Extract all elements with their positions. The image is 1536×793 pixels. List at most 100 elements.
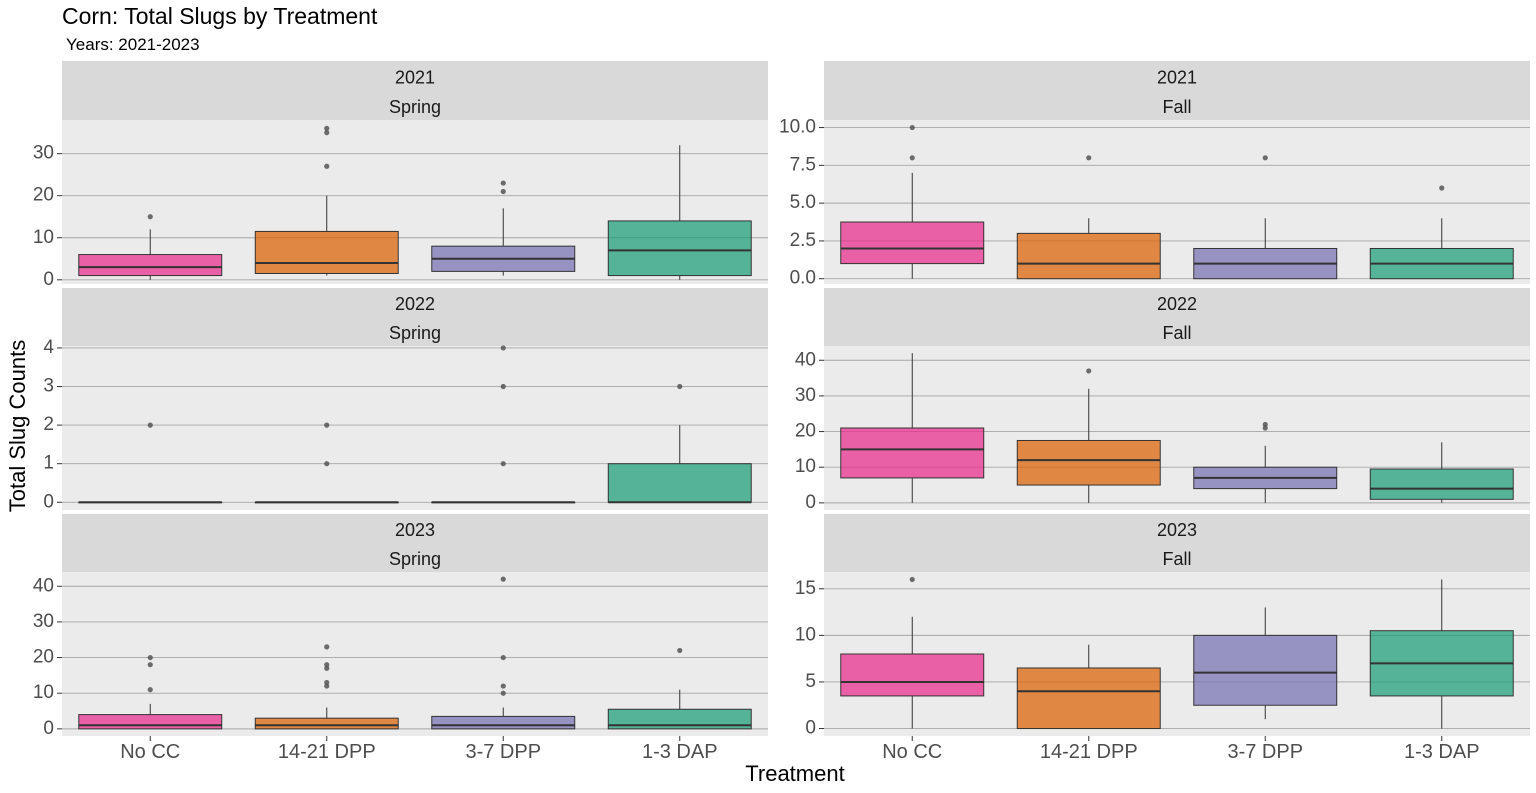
box-iqr: [1016, 667, 1161, 730]
outlier-point: [1262, 421, 1268, 428]
outlier-point: [909, 576, 915, 583]
y-tick-label: 10: [33, 227, 54, 248]
y-tick-label: 10: [795, 456, 816, 477]
chart-subtitle: Years: 2021-2023: [66, 35, 200, 54]
y-tick-label: 0.0: [790, 268, 816, 289]
box-iqr: [78, 254, 223, 277]
facet-season-label: Spring: [389, 549, 441, 569]
outlier-point: [500, 690, 506, 696]
facet-strip: [824, 514, 1530, 572]
outlier-point: [324, 130, 330, 136]
y-tick-label: 4: [43, 337, 54, 358]
outlier-point: [324, 662, 330, 668]
outlier-point: [909, 155, 915, 161]
x-tick-label: No CC: [882, 741, 942, 763]
outlier-point: [500, 180, 506, 186]
box-iqr: [1369, 468, 1514, 500]
box-iqr: [840, 221, 985, 265]
facet-year-label: 2021: [1157, 67, 1197, 87]
y-tick-label: 10: [33, 682, 54, 703]
x-tick-label: 1-3 DAP: [1404, 741, 1480, 763]
box-iqr: [1193, 634, 1338, 706]
facet-strip: [824, 61, 1530, 120]
facet-strip: [62, 61, 768, 120]
y-tick-label: 40: [795, 349, 816, 370]
box-iqr: [254, 230, 399, 274]
y-tick-label: 0: [43, 718, 54, 739]
outlier-point: [1262, 155, 1268, 161]
outlier-point: [1086, 155, 1092, 161]
outlier-point: [324, 422, 330, 428]
x-tick-label: 14-21 DPP: [278, 741, 376, 763]
facet-year-label: 2023: [1157, 520, 1197, 540]
outlier-point: [324, 461, 330, 467]
box-iqr: [607, 463, 752, 503]
x-tick-label: 3-7 DPP: [1227, 741, 1303, 763]
y-tick-label: 3: [43, 376, 54, 397]
box-iqr: [254, 717, 399, 730]
y-tick-label: 1: [43, 453, 54, 474]
x-tick-label: No CC: [120, 741, 180, 763]
y-tick-label: 0: [805, 492, 816, 513]
y-tick-label: 5: [805, 671, 816, 692]
outlier-point: [500, 576, 506, 582]
box-iqr: [1016, 439, 1161, 486]
y-tick-label: 7.5: [790, 154, 816, 175]
outlier-point: [324, 665, 330, 671]
panel-background: [62, 572, 768, 736]
outlier-point: [324, 125, 330, 132]
x-tick-label: 14-21 DPP: [1040, 741, 1138, 763]
y-tick-label: 30: [33, 611, 54, 632]
outlier-point: [677, 647, 683, 654]
y-tick-label: 0: [805, 718, 816, 739]
facet-season-label: Spring: [389, 323, 441, 343]
outlier-point: [1439, 185, 1445, 191]
box-iqr: [840, 427, 985, 479]
box-iqr: [431, 715, 576, 730]
y-tick-label: 15: [795, 578, 816, 599]
y-tick-label: 10.0: [779, 117, 816, 138]
outlier-point: [500, 683, 506, 689]
facet-year-label: 2021: [395, 67, 435, 87]
outlier-point: [147, 422, 153, 428]
outlier-point: [500, 383, 506, 390]
outlier-point: [1262, 425, 1268, 431]
facet-season-label: Fall: [1162, 97, 1191, 117]
y-tick-label: 20: [33, 185, 54, 206]
y-tick-label: 0: [43, 269, 54, 290]
box-iqr: [840, 653, 985, 697]
outlier-point: [147, 654, 153, 661]
y-tick-label: 5.0: [790, 192, 816, 213]
y-tick-label: 0: [43, 491, 54, 512]
outlier-point: [500, 345, 506, 351]
facet-year-label: 2022: [395, 294, 435, 314]
x-tick-label: 3-7 DPP: [465, 741, 541, 763]
outlier-point: [324, 163, 330, 169]
y-tick-label: 10: [795, 624, 816, 645]
facet-strip: [62, 288, 768, 346]
outlier-point: [500, 188, 506, 195]
facet-year-label: 2023: [395, 520, 435, 540]
outlier-point: [324, 683, 330, 689]
outlier-point: [147, 662, 153, 668]
outlier-point: [500, 461, 506, 467]
outlier-point: [147, 687, 153, 693]
facet-season-label: Fall: [1162, 323, 1191, 343]
outlier-point: [324, 644, 330, 650]
box-iqr: [607, 220, 752, 277]
chart-title: Corn: Total Slugs by Treatment: [62, 3, 378, 29]
y-tick-label: 2.5: [790, 230, 816, 251]
facet-strip: [824, 288, 1530, 346]
box-iqr: [78, 714, 223, 730]
outlier-point: [324, 679, 330, 686]
box-iqr: [1016, 232, 1161, 280]
y-axis-title: Total Slug Counts: [5, 340, 30, 512]
y-tick-label: 20: [33, 647, 54, 668]
facet-season-label: Fall: [1162, 549, 1191, 569]
outlier-point: [677, 383, 683, 390]
box-iqr: [607, 708, 752, 730]
facet-season-label: Spring: [389, 97, 441, 117]
y-tick-label: 40: [33, 575, 54, 596]
x-axis-title: Treatment: [745, 761, 844, 786]
